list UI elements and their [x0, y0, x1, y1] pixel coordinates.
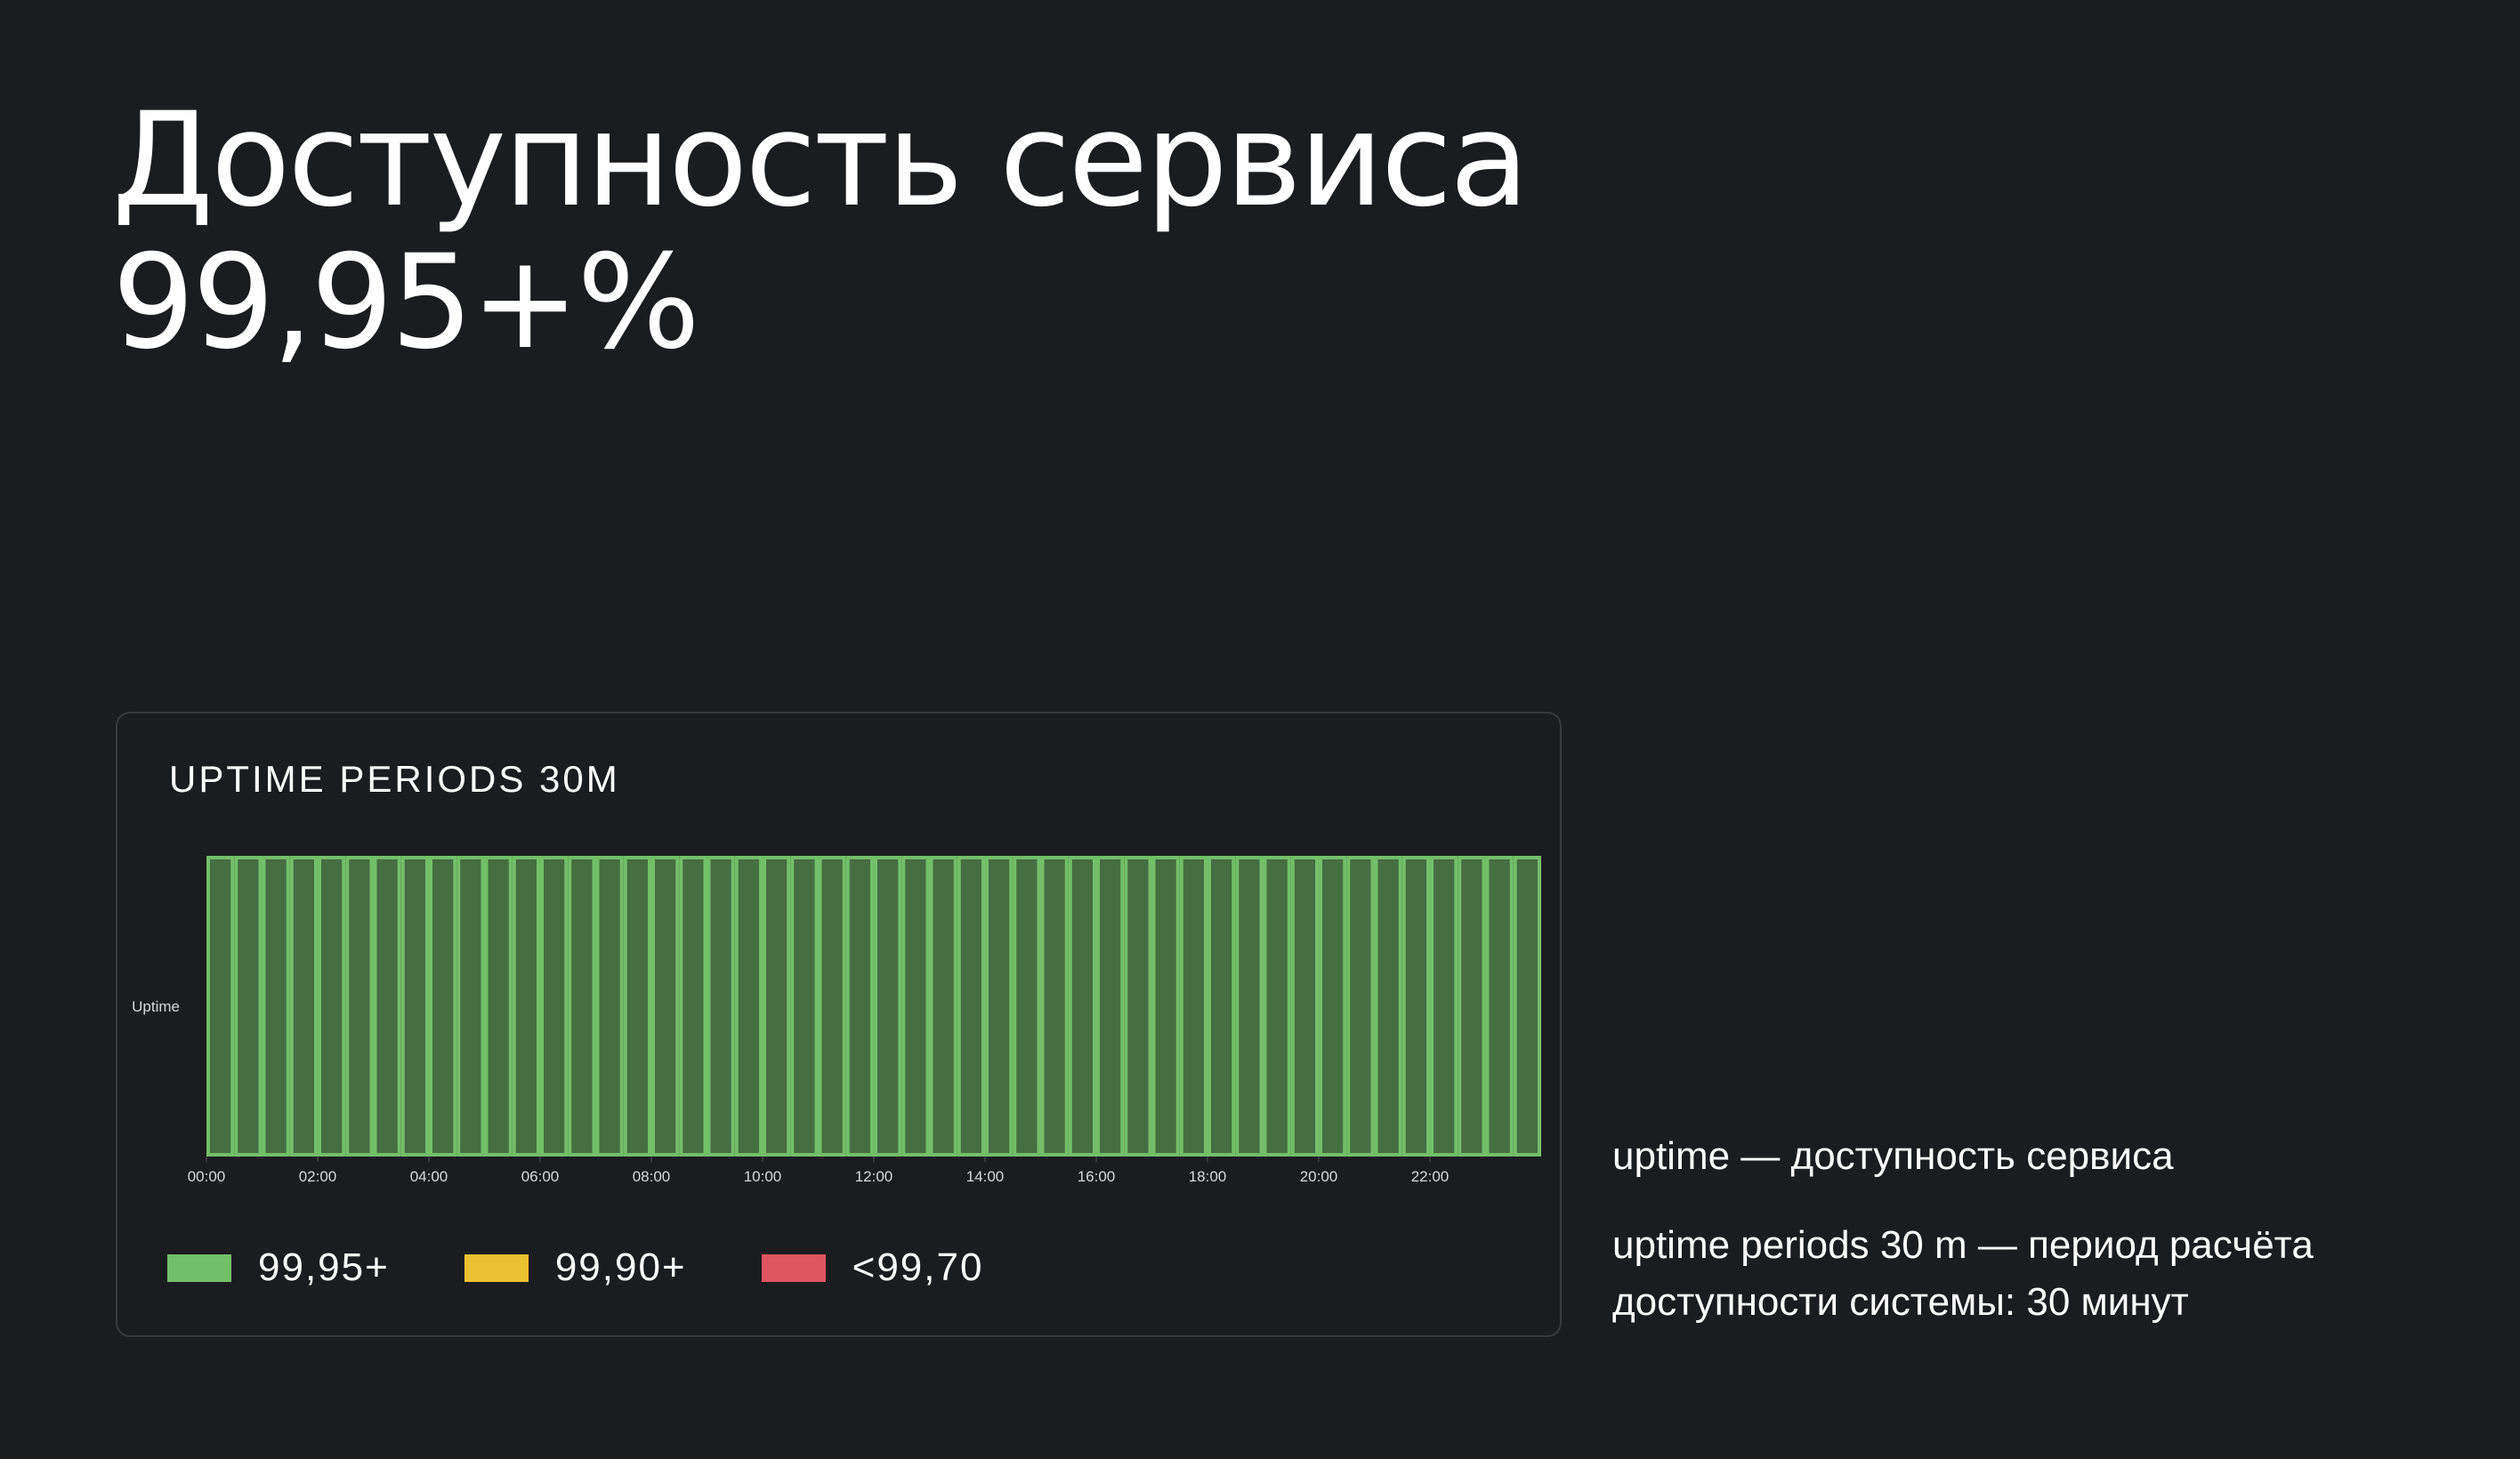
period-bar — [206, 856, 235, 1157]
x-tick-label: 10:00 — [744, 1168, 782, 1185]
x-tick-label: 18:00 — [1189, 1168, 1227, 1185]
x-tick-label: 16:00 — [1078, 1168, 1116, 1185]
period-bar — [1346, 856, 1375, 1157]
period-bar — [234, 856, 262, 1157]
x-tick-label: 00:00 — [188, 1168, 226, 1185]
x-tick-label: 20:00 — [1300, 1168, 1338, 1185]
x-tick-label: 04:00 — [410, 1168, 448, 1185]
legend-item[interactable]: 99,90+ — [464, 1245, 687, 1290]
page-title-line1: Доступность сервиса — [112, 85, 1530, 236]
period-bar — [373, 856, 401, 1157]
period-bar — [1151, 856, 1180, 1157]
uptime-chart: Uptime 00:00 02:00 04:00 06:00 08:00 10:00 12:0… — [132, 856, 1541, 1185]
note-periods-line1: uptime periods 30 m — период расчёта — [1612, 1223, 2314, 1267]
period-bar — [568, 856, 596, 1157]
period-bar — [262, 856, 290, 1157]
period-bar — [763, 856, 791, 1157]
period-bar — [874, 856, 902, 1157]
period-bar — [289, 856, 318, 1157]
notes: uptime — доступность сервиса uptime peri… — [1612, 1128, 2314, 1363]
period-bar — [790, 856, 819, 1157]
period-bar — [1513, 856, 1541, 1157]
period-bar — [1485, 856, 1514, 1157]
uptime-panel: UPTIME PERIODS 30M Uptime 00:00 02:00 04:00… — [116, 712, 1562, 1337]
legend-item[interactable]: 99,95+ — [167, 1245, 390, 1290]
x-tick-label: 14:00 — [966, 1168, 1005, 1185]
legend-item[interactable]: <99,70 — [761, 1245, 984, 1290]
page-title: Доступность сервиса 99,95+% — [112, 85, 1530, 378]
period-bar — [1096, 856, 1125, 1157]
legend-swatch — [167, 1253, 231, 1282]
period-bar — [1040, 856, 1069, 1157]
period-bar — [318, 856, 346, 1157]
note-periods: uptime periods 30 m — период расчёта дос… — [1612, 1217, 2314, 1331]
period-bar — [679, 856, 707, 1157]
period-bar — [707, 856, 735, 1157]
note-periods-line2: доступности системы: 30 минут — [1612, 1280, 2189, 1324]
period-bar — [901, 856, 930, 1157]
period-bar — [929, 856, 957, 1157]
period-bar — [484, 856, 513, 1157]
legend-label: 99,95+ — [258, 1245, 390, 1289]
x-tick-label: 02:00 — [299, 1168, 337, 1185]
period-bar — [1401, 856, 1430, 1157]
period-bar — [1430, 856, 1458, 1157]
period-bar — [1068, 856, 1096, 1157]
x-tick-label: 08:00 — [633, 1168, 671, 1185]
panel-title: UPTIME PERIODS 30M — [169, 758, 620, 800]
period-bar — [1290, 856, 1319, 1157]
period-bar — [1458, 856, 1486, 1157]
note-uptime: uptime — доступность сервиса — [1612, 1134, 2174, 1178]
x-tick-label: 12:00 — [855, 1168, 893, 1185]
legend-swatch — [761, 1253, 826, 1282]
period-bar — [1319, 856, 1347, 1157]
period-bar — [456, 856, 485, 1157]
page-title-line2: 99,95+% — [112, 227, 700, 378]
row-label: Uptime — [132, 998, 180, 1015]
legend-label: 99,90+ — [554, 1245, 687, 1289]
period-bar — [1013, 856, 1041, 1157]
period-bar — [1374, 856, 1402, 1157]
period-bar — [512, 856, 540, 1157]
period-bar — [845, 856, 874, 1157]
period-bar — [1263, 856, 1291, 1157]
period-bar — [1124, 856, 1152, 1157]
period-bar — [1208, 856, 1236, 1157]
period-bar — [595, 856, 624, 1157]
period-bar — [1179, 856, 1208, 1157]
period-bar — [429, 856, 457, 1157]
x-tick-label: 22:00 — [1411, 1168, 1450, 1185]
period-bar — [400, 856, 429, 1157]
period-bar — [734, 856, 763, 1157]
legend-label: <99,70 — [852, 1245, 984, 1289]
period-bar — [818, 856, 846, 1157]
period-bar — [345, 856, 374, 1157]
x-tick-label: 06:00 — [521, 1168, 560, 1185]
period-bar — [985, 856, 1014, 1157]
legend-swatch — [464, 1253, 529, 1282]
period-bar — [651, 856, 680, 1157]
period-bar — [540, 856, 569, 1157]
period-bar — [957, 856, 985, 1157]
legend: 99,95+ 99,90+ <99,70 — [167, 1245, 1058, 1290]
period-bar — [1235, 856, 1264, 1157]
period-bar — [623, 856, 651, 1157]
